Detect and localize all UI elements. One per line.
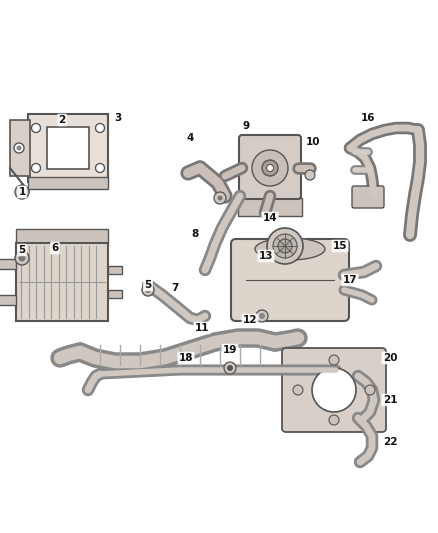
Text: 21: 21 [383,395,397,405]
Text: 7: 7 [171,283,179,293]
Circle shape [15,251,29,265]
Circle shape [227,365,233,371]
Bar [0,295,16,305]
Bar [10,120,30,176]
Circle shape [95,164,105,173]
Text: 11: 11 [195,323,209,333]
Circle shape [305,170,315,180]
Text: 16: 16 [361,113,375,123]
Text: 20: 20 [383,353,397,363]
Bar [16,243,108,321]
Text: 13: 13 [259,251,273,261]
Circle shape [18,254,25,262]
Circle shape [142,284,154,296]
Text: 8: 8 [191,229,198,239]
Bar [0,259,16,269]
Circle shape [218,196,223,200]
Text: 9: 9 [243,121,250,131]
Circle shape [214,192,226,204]
Circle shape [312,368,356,412]
Circle shape [32,124,40,133]
Bar [108,290,122,298]
Text: 15: 15 [333,241,347,251]
Circle shape [14,143,24,153]
Text: 22: 22 [383,437,397,447]
Circle shape [95,124,105,133]
Circle shape [145,287,151,293]
Circle shape [266,165,273,172]
Text: 3: 3 [114,113,122,123]
Circle shape [256,310,268,322]
Text: 4: 4 [186,133,194,143]
Circle shape [278,239,292,253]
Circle shape [252,150,288,186]
FancyBboxPatch shape [352,186,384,208]
Text: 5: 5 [18,245,26,255]
Bar [47,127,89,169]
Circle shape [293,385,303,395]
Text: 1: 1 [18,187,26,197]
Circle shape [32,164,40,173]
Circle shape [267,228,303,264]
Circle shape [15,185,29,199]
Text: 18: 18 [179,353,193,363]
Circle shape [273,234,297,258]
Ellipse shape [255,238,325,260]
Text: 6: 6 [51,243,59,253]
Text: 14: 14 [263,213,277,223]
Text: 19: 19 [223,345,237,355]
Circle shape [18,189,25,196]
Circle shape [365,385,375,395]
FancyBboxPatch shape [231,239,349,321]
Circle shape [224,362,236,374]
Bar [16,229,108,245]
Bar [238,198,302,216]
Bar [108,266,122,274]
Text: 10: 10 [306,137,320,147]
Circle shape [17,146,21,150]
Bar [28,114,108,182]
Text: 5: 5 [145,280,152,290]
Text: 2: 2 [58,115,66,125]
Circle shape [262,160,278,176]
Circle shape [329,415,339,425]
FancyBboxPatch shape [239,135,301,199]
Circle shape [329,355,339,365]
Text: 17: 17 [343,275,357,285]
Bar [28,177,108,189]
Circle shape [259,313,265,319]
Text: 12: 12 [243,315,257,325]
FancyBboxPatch shape [282,348,386,432]
